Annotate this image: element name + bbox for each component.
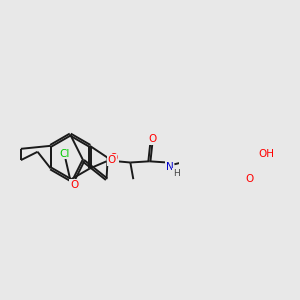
Text: N: N [166, 162, 173, 172]
Text: OH: OH [259, 149, 275, 159]
Text: H: H [173, 169, 180, 178]
Text: O: O [245, 175, 253, 184]
Text: Cl: Cl [59, 148, 70, 159]
Text: O: O [108, 155, 116, 165]
Text: O: O [148, 134, 157, 144]
Text: O: O [110, 153, 118, 163]
Text: O: O [70, 179, 79, 190]
